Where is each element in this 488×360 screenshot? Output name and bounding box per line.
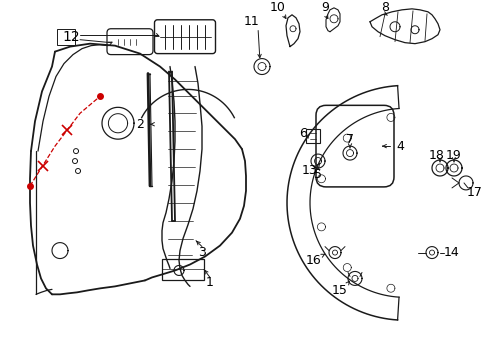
Text: 7: 7 — [346, 132, 353, 146]
Text: 18: 18 — [428, 149, 444, 162]
Text: 2: 2 — [136, 118, 143, 131]
Text: 11: 11 — [244, 15, 259, 28]
Text: 19: 19 — [445, 149, 461, 162]
Text: 14: 14 — [443, 246, 459, 259]
Bar — [57, 29, 75, 45]
Text: 3: 3 — [198, 246, 205, 259]
Text: 1: 1 — [205, 276, 214, 289]
Text: 13: 13 — [302, 165, 317, 177]
Text: 10: 10 — [269, 1, 285, 14]
Bar — [162, 258, 203, 280]
Text: 16: 16 — [305, 254, 321, 267]
Text: 12: 12 — [62, 30, 80, 44]
Text: 17: 17 — [466, 186, 482, 199]
Text: 9: 9 — [321, 1, 328, 14]
Text: 5: 5 — [313, 168, 321, 181]
Text: 15: 15 — [331, 284, 347, 297]
Text: 8: 8 — [380, 1, 388, 14]
Text: 6: 6 — [299, 127, 306, 140]
Bar — [305, 129, 319, 143]
Text: 4: 4 — [395, 140, 403, 153]
